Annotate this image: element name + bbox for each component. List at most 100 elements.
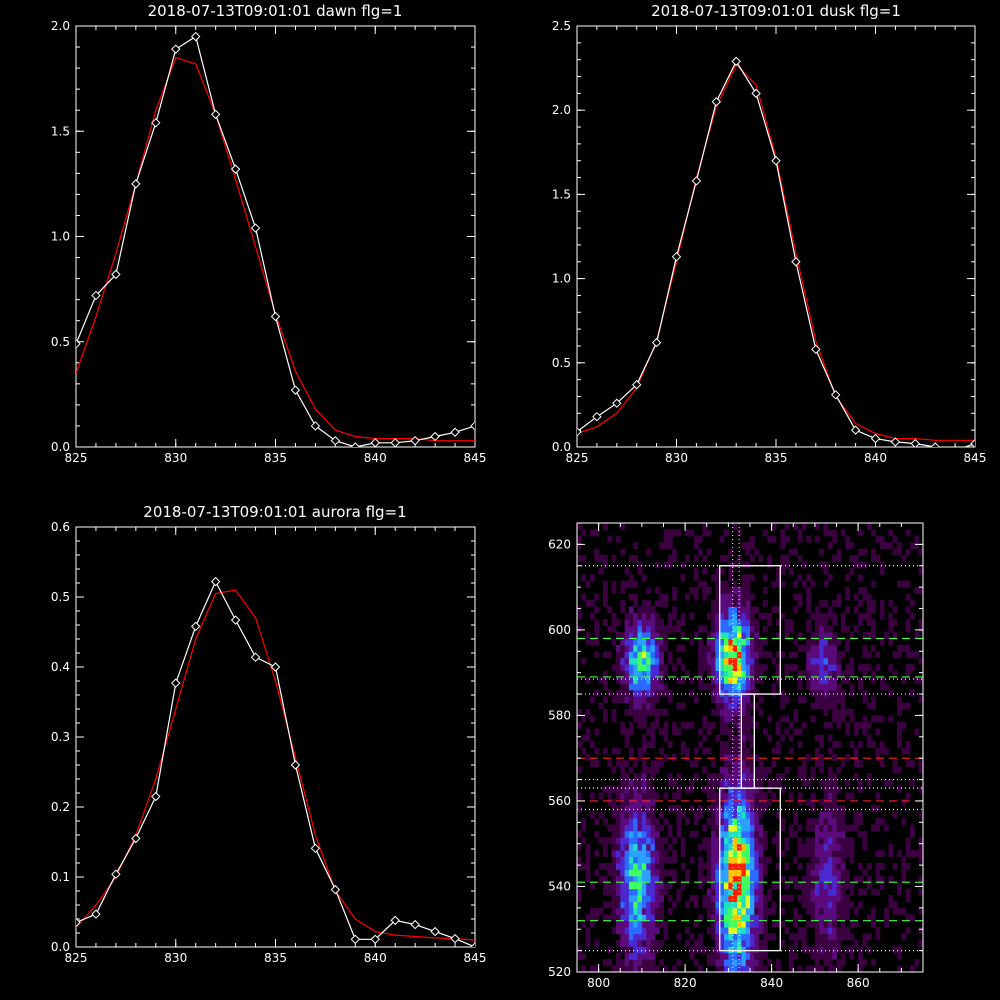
heatmap-cell bbox=[737, 965, 742, 972]
heatmap-cell bbox=[832, 830, 837, 838]
heatmap-cell bbox=[866, 863, 872, 870]
heatmap-cell bbox=[615, 856, 621, 864]
y-tick-label: 0.1 bbox=[51, 870, 70, 884]
heatmap-cell bbox=[724, 907, 729, 915]
heatmap-cell bbox=[758, 959, 764, 967]
heatmap-cell bbox=[797, 863, 803, 870]
heatmap-cell bbox=[650, 792, 656, 800]
heatmap-cell bbox=[637, 939, 643, 947]
heatmap-cell bbox=[763, 773, 768, 781]
heatmap-cell bbox=[897, 580, 902, 588]
heatmap-cell bbox=[845, 709, 850, 716]
heatmap-cell bbox=[637, 863, 643, 870]
heatmap-cell bbox=[901, 933, 907, 941]
heatmap-cell bbox=[715, 676, 721, 684]
heatmap-cell bbox=[806, 907, 811, 915]
heatmap-cell bbox=[620, 670, 626, 678]
heatmap-cell bbox=[615, 907, 621, 915]
heatmap-cell bbox=[706, 959, 712, 967]
heatmap-cell bbox=[754, 830, 760, 838]
heatmap-cell bbox=[732, 676, 738, 684]
heatmap-cell bbox=[689, 676, 695, 684]
heatmap-cell bbox=[754, 548, 760, 556]
heatmap-cell bbox=[819, 850, 824, 857]
data-point bbox=[76, 917, 81, 928]
heatmap-cell bbox=[685, 901, 690, 909]
heatmap-cell bbox=[737, 651, 742, 659]
heatmap-cell bbox=[750, 850, 755, 857]
heatmap-cell bbox=[758, 830, 764, 838]
heatmap-cell bbox=[832, 741, 837, 748]
heatmap-cell bbox=[693, 555, 699, 562]
heatmap-cell bbox=[767, 959, 773, 967]
heatmap-cell bbox=[620, 933, 626, 941]
heatmap-cell bbox=[724, 644, 729, 652]
heatmap-cell bbox=[650, 933, 656, 941]
heatmap-cell bbox=[827, 747, 833, 755]
heatmap-cell bbox=[741, 696, 747, 704]
heatmap-cell bbox=[823, 933, 829, 941]
heatmap-cell bbox=[814, 856, 820, 864]
heatmap-cell bbox=[719, 895, 725, 902]
heatmap-cell bbox=[888, 901, 894, 909]
heatmap-cell bbox=[737, 587, 742, 594]
heatmap-cell bbox=[901, 907, 907, 915]
heatmap-cell bbox=[624, 676, 630, 684]
heatmap-cell bbox=[784, 882, 790, 890]
heatmap-cell bbox=[650, 798, 656, 806]
heatmap-cell bbox=[836, 895, 842, 902]
heatmap-cell bbox=[672, 850, 677, 857]
heatmap-cell bbox=[620, 651, 626, 659]
heatmap-cell bbox=[754, 811, 760, 819]
heatmap-cell bbox=[620, 696, 626, 704]
heatmap-cell bbox=[659, 907, 664, 915]
heatmap-cell bbox=[879, 612, 885, 620]
heatmap-cell bbox=[719, 850, 725, 857]
heatmap-cell bbox=[810, 965, 816, 972]
heatmap-cell bbox=[719, 818, 725, 825]
heatmap-cell bbox=[832, 702, 837, 710]
heatmap-cell bbox=[633, 830, 638, 838]
heatmap-cell bbox=[871, 644, 876, 652]
heatmap-cell bbox=[590, 907, 595, 915]
heatmap-cell bbox=[611, 580, 617, 588]
heatmap-cell bbox=[641, 888, 647, 896]
heatmap-cell bbox=[780, 875, 786, 883]
heatmap-cell bbox=[624, 863, 630, 870]
heatmap-cell bbox=[607, 946, 613, 954]
heatmap-cell bbox=[814, 625, 820, 633]
heatmap-cell bbox=[819, 824, 824, 832]
heatmap-cell bbox=[758, 644, 764, 652]
heatmap-cell bbox=[637, 933, 643, 941]
heatmap-cell bbox=[633, 837, 638, 845]
heatmap-cell bbox=[719, 753, 725, 761]
heatmap-cell bbox=[702, 625, 708, 633]
heatmap-cell bbox=[806, 644, 811, 652]
heatmap-cell bbox=[620, 580, 626, 588]
heatmap-cell bbox=[628, 612, 634, 620]
heatmap-cell bbox=[776, 670, 781, 678]
heatmap-cell bbox=[836, 824, 842, 832]
heatmap-cell bbox=[849, 946, 855, 954]
heatmap-cell bbox=[754, 895, 760, 902]
heatmap-cell bbox=[758, 927, 764, 934]
heatmap-cell bbox=[750, 869, 755, 877]
heatmap-cell bbox=[650, 766, 656, 774]
heatmap-cell bbox=[819, 946, 824, 954]
heatmap-cell bbox=[801, 939, 807, 947]
heatmap-cell bbox=[819, 914, 824, 922]
heatmap-cell bbox=[750, 683, 755, 691]
heatmap-cell bbox=[594, 651, 600, 659]
heatmap-cell bbox=[663, 818, 669, 825]
y-tick-label: 0.5 bbox=[51, 335, 70, 349]
heatmap-cell bbox=[827, 805, 833, 813]
heatmap-cell bbox=[594, 606, 600, 614]
heatmap-cell bbox=[577, 612, 582, 620]
heatmap-cell bbox=[836, 946, 842, 954]
heatmap-cell bbox=[637, 818, 643, 825]
heatmap-cell bbox=[745, 683, 751, 691]
heatmap-cell bbox=[728, 786, 734, 793]
heatmap-cell bbox=[715, 920, 721, 928]
heatmap-cell bbox=[650, 888, 656, 896]
heatmap-cell bbox=[888, 875, 894, 883]
